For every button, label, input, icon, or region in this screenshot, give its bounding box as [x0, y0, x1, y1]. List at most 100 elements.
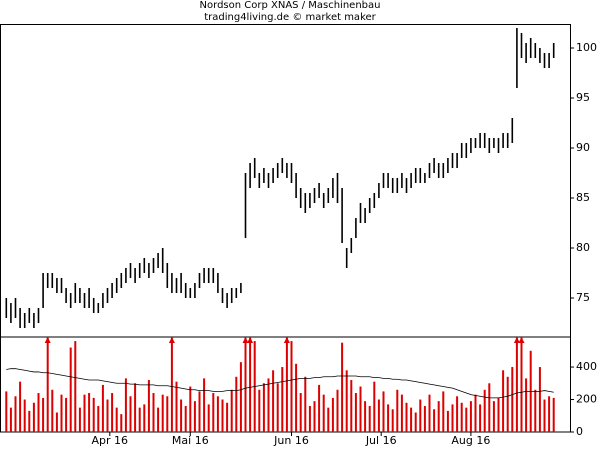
volume-bar — [474, 394, 477, 432]
volume-bar — [497, 397, 500, 432]
volume-bar — [97, 406, 100, 432]
y-tick-label: 0 — [576, 425, 583, 438]
volume-bar — [244, 337, 247, 432]
volume-bar — [276, 383, 279, 432]
x-tick-label: Jun 16 — [273, 434, 309, 447]
volume-bar — [373, 381, 376, 432]
volume-bar — [308, 406, 311, 432]
volume-bar — [414, 412, 417, 432]
volume-bar — [14, 396, 17, 432]
volume-bar — [295, 363, 298, 432]
volume-bar — [138, 407, 141, 432]
y-tick-label: 95 — [576, 91, 590, 104]
volume-bar — [318, 384, 321, 432]
volume-bar — [23, 399, 26, 432]
volume-bar — [184, 406, 187, 432]
volume-bar — [51, 389, 54, 432]
volume-bar — [327, 407, 330, 432]
volume-bar — [405, 402, 408, 432]
volume-bar — [285, 337, 288, 432]
overflow-arrow — [283, 337, 290, 343]
volume-bar — [548, 396, 551, 432]
volume-plot — [5, 337, 555, 432]
volume-bar — [410, 407, 413, 432]
volume-bar — [377, 399, 380, 432]
volume-bar — [331, 397, 334, 432]
volume-bar — [249, 337, 252, 432]
volume-bar — [469, 401, 472, 432]
volume-bar — [152, 393, 155, 432]
volume-bar — [456, 396, 459, 432]
volume-bar — [258, 389, 261, 432]
price-panel — [0, 24, 571, 338]
volume-bar — [419, 399, 422, 432]
volume-bar — [290, 341, 293, 432]
volume-bar — [538, 367, 541, 432]
price-plot — [5, 28, 555, 328]
volume-bar — [502, 370, 505, 432]
overflow-arrow — [518, 337, 525, 343]
volume-bar — [83, 394, 86, 432]
chart-title: Nordson Corp XNAS / Maschinenbau — [200, 0, 381, 11]
chart-subtitle: trading4living.de © market maker — [204, 12, 376, 23]
volume-bar — [207, 404, 210, 432]
volume-bar — [437, 401, 440, 432]
volume-bar — [88, 393, 91, 432]
volume-bar — [506, 376, 509, 432]
volume-bar — [451, 404, 454, 432]
volume-bar — [120, 414, 123, 432]
y-tick-label: 75 — [576, 291, 590, 304]
volume-bar — [111, 393, 114, 432]
volume-bar — [157, 407, 160, 432]
overflow-arrow — [44, 337, 51, 343]
volume-bar — [180, 399, 183, 432]
volume-bar — [42, 397, 45, 432]
volume-bar — [423, 406, 426, 432]
overflow-arrow — [242, 337, 249, 343]
volume-bar — [534, 389, 537, 432]
volume-bar — [65, 397, 68, 432]
volume-bar — [341, 342, 344, 432]
volume-bar — [230, 389, 233, 432]
y-tick-label: 85 — [576, 191, 590, 204]
volume-bar — [106, 399, 109, 432]
volume-bar — [479, 404, 482, 432]
volume-bar — [281, 367, 284, 432]
volume-bar — [226, 402, 229, 432]
volume-bar — [336, 389, 339, 432]
volume-bar — [175, 381, 178, 432]
volume-bar — [460, 402, 463, 432]
y-tick-label: 200 — [576, 393, 597, 406]
volume-bar — [446, 410, 449, 432]
volume-bar — [9, 407, 12, 432]
volume-bar — [400, 394, 403, 432]
volume-bar — [166, 396, 169, 432]
volume-bar — [428, 394, 431, 432]
volume-bar — [322, 394, 325, 432]
x-tick-label: Apr 16 — [92, 434, 129, 447]
volume-bar — [198, 391, 201, 432]
volume-bar — [262, 383, 265, 432]
volume-bar — [267, 378, 270, 432]
volume-bar — [368, 406, 371, 432]
x-tick-label: Mai 16 — [172, 434, 209, 447]
volume-bar — [543, 399, 546, 432]
overflow-arrow — [247, 337, 254, 343]
volume-bar — [78, 407, 81, 432]
volume-bar — [552, 397, 555, 432]
volume-bar — [221, 399, 224, 432]
volume-average — [6, 368, 554, 399]
axes: 75 80 85 90 95 100 0 200 400 Apr 16 Mai 16 Jun 16 Ju… — [44, 41, 597, 447]
y-tick-label: 90 — [576, 141, 590, 154]
volume-bar — [161, 394, 164, 432]
volume-bar — [511, 367, 514, 432]
volume-bar — [515, 337, 518, 432]
volume-bar — [55, 412, 58, 432]
volume-bar — [387, 404, 390, 432]
volume-bar — [134, 383, 137, 432]
volume-bar — [193, 401, 196, 432]
volume-bar — [239, 362, 242, 432]
overflow-arrow — [168, 337, 175, 343]
volume-bar — [32, 402, 35, 432]
